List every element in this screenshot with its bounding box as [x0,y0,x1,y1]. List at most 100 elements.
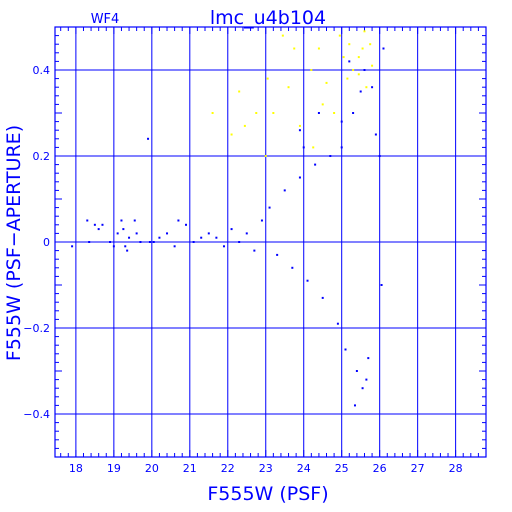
data-point-series-1 [93,223,96,226]
data-point-series-1 [283,189,286,192]
data-point-series-2 [348,43,351,46]
data-point-series-2 [264,155,267,157]
x-tick-label: 18 [69,462,83,475]
data-point-series-2 [371,64,374,67]
data-point-series-1 [120,219,123,222]
tick-labels: 18 19 20 21 22 23 24 25 26 27 28 0.4 0.2 0 −0.2 −0.4 [23,64,462,475]
data-point-series-1 [215,236,218,239]
data-point-series-1 [298,129,301,132]
chart-title: lmc_u4b104 [210,7,326,29]
data-point-series-1 [109,241,112,243]
data-point-series-1 [374,133,377,136]
data-point-series-1 [276,253,279,256]
x-axis-label: F555W (PSF) [207,483,328,505]
data-point-series-2 [298,124,301,127]
data-point-series-1 [378,155,381,157]
data-point-series-2 [357,56,360,59]
data-point-series-1 [177,219,180,222]
data-point-series-1 [148,241,151,243]
data-points [71,30,385,407]
data-point-series-1 [363,69,366,71]
data-point-series-1 [173,245,176,248]
data-point-series-1 [88,241,91,243]
data-point-series-1 [97,228,100,231]
data-point-series-1 [340,146,343,149]
data-point-series-1 [340,120,343,123]
data-point-series-1 [185,223,188,226]
data-point-series-2 [338,34,341,37]
y-tick-label: 0.4 [33,64,51,77]
data-point-series-2 [361,47,364,50]
grid-lines [55,27,486,457]
data-point-series-1 [291,266,294,269]
data-point-series-1 [86,219,89,222]
y-axis-label: F555W (PSF−APERTURE) [3,125,25,361]
data-point-series-1 [306,279,309,282]
data-point-series-1 [222,245,225,248]
data-point-series-1 [245,232,248,235]
data-point-series-2 [342,56,345,59]
data-point-series-1 [116,232,119,235]
data-point-series-1 [128,236,131,239]
data-point-series-1 [135,232,138,235]
y-tick-label: 0 [43,236,50,249]
data-point-series-1 [122,228,125,231]
x-tick-label: 21 [183,462,197,475]
data-point-series-2 [255,112,258,114]
data-point-series-1 [336,322,339,325]
data-point-series-2 [287,86,290,89]
data-point-series-1 [112,245,115,248]
axis-ticks [55,26,487,458]
data-point-series-1 [101,223,104,226]
x-tick-label: 25 [335,462,349,475]
data-point-series-1 [353,404,356,407]
x-tick-label: 27 [411,462,425,475]
x-tick-label: 23 [259,462,273,475]
data-point-series-1 [207,232,210,235]
data-point-series-1 [361,387,364,390]
data-point-series-1 [302,146,305,149]
data-point-series-1 [382,47,385,50]
data-point-series-2 [266,77,269,80]
data-point-series-2 [243,124,246,127]
x-tick-label: 28 [449,462,463,475]
data-point-series-1 [365,378,368,381]
data-point-series-1 [230,228,233,231]
data-point-series-1 [344,348,347,351]
data-point-series-1 [253,249,256,252]
chart-subtitle: WF4 [91,12,120,27]
y-tick-label: −0.2 [23,322,50,335]
data-point-series-1 [152,241,155,243]
data-point-series-1 [314,163,317,166]
x-tick-label: 19 [107,462,121,475]
data-point-series-1 [124,245,127,248]
data-point-series-1 [321,296,324,299]
data-point-series-1 [367,357,370,360]
data-point-series-2 [230,133,233,136]
data-point-series-1 [359,90,362,93]
x-tick-label: 20 [145,462,159,475]
data-point-series-1 [380,284,383,286]
data-point-series-2 [352,69,355,71]
data-point-series-1 [147,137,150,140]
data-point-series-2 [369,43,372,46]
data-point-series-2 [312,146,315,149]
data-point-series-2 [365,86,368,89]
data-point-series-1 [355,370,358,372]
data-point-series-1 [268,206,271,209]
data-point-series-1 [71,245,74,248]
y-tick-label: 0.2 [33,150,51,163]
data-point-series-1 [192,241,195,243]
data-point-series-1 [352,112,355,114]
data-point-series-1 [238,241,241,243]
data-point-series-1 [126,249,129,252]
data-point-series-2 [363,30,366,33]
data-point-series-2 [333,112,336,114]
data-point-series-2 [272,112,275,114]
data-point-series-2 [317,47,320,50]
x-tick-label: 26 [373,462,387,475]
data-point-series-1 [200,236,203,239]
data-point-series-2 [346,77,349,80]
